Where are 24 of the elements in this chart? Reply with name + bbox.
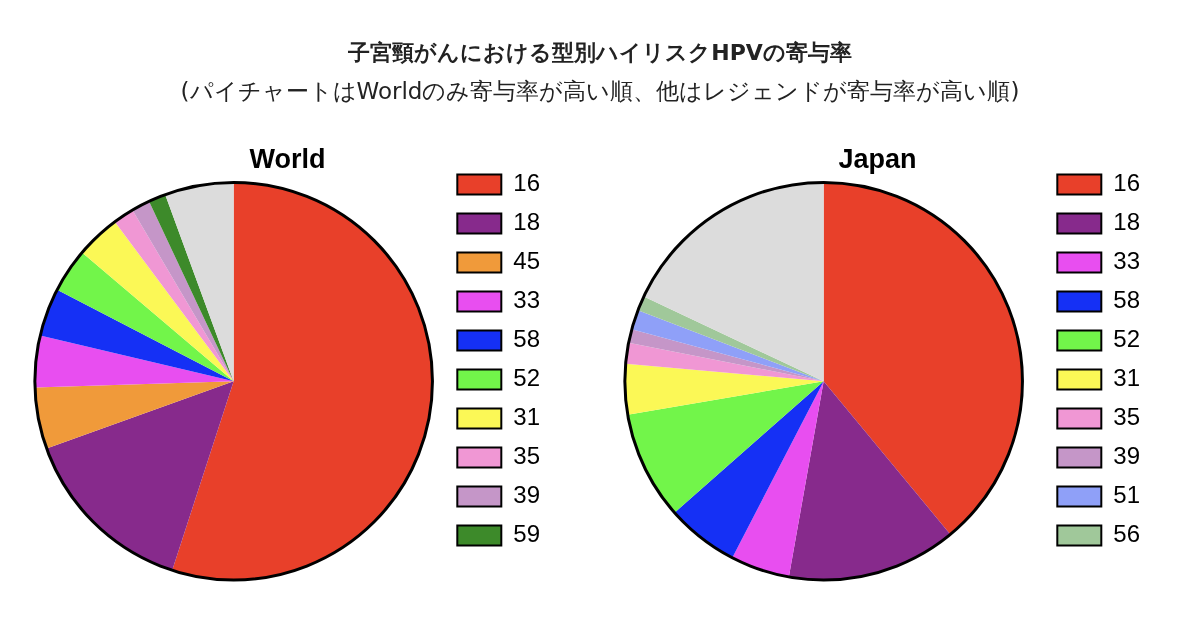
- legend-label: 58: [1113, 286, 1141, 314]
- legend-label: 35: [513, 442, 541, 470]
- text: 子宮頸がんにおける型別ハイリスクHPVの寄与率: [347, 39, 853, 67]
- legend-label: 56: [1113, 520, 1141, 548]
- legend-label: 52: [513, 364, 541, 392]
- legend-label: 16: [513, 169, 541, 197]
- chart-title: Japan: [838, 143, 917, 174]
- legend-label: 39: [1113, 442, 1141, 470]
- legend-label: 31: [513, 403, 541, 431]
- legend-label: 31: [1113, 364, 1141, 392]
- legend-label: 33: [513, 286, 541, 314]
- legend-label: 59: [513, 520, 541, 548]
- legend-label: 39: [513, 481, 541, 509]
- legend-label: 16: [1113, 169, 1141, 197]
- legend-label: 18: [1113, 208, 1141, 236]
- legend-label: 45: [513, 247, 541, 275]
- chart-title: World: [249, 143, 326, 174]
- text: (パイチャートはWorldのみ寄与率が高い順、他はレジェンドが寄与率が高い順): [179, 77, 1021, 106]
- legend-label: 35: [1113, 403, 1141, 431]
- legend-label: 58: [513, 325, 541, 353]
- legend-label: 33: [1113, 247, 1141, 275]
- legend-label: 52: [1113, 325, 1141, 353]
- legend-label: 51: [1113, 481, 1141, 509]
- legend-label: 18: [513, 208, 541, 236]
